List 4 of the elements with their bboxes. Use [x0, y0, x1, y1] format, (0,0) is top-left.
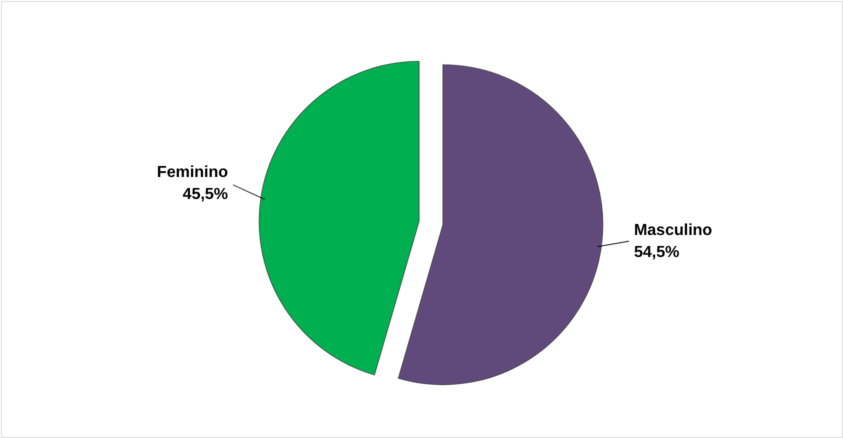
data-label: 54,5% [634, 244, 680, 261]
data-label: 45,5% [182, 186, 228, 204]
slice-label: Masculino [634, 222, 712, 239]
slice-label: Feminino [156, 164, 228, 182]
